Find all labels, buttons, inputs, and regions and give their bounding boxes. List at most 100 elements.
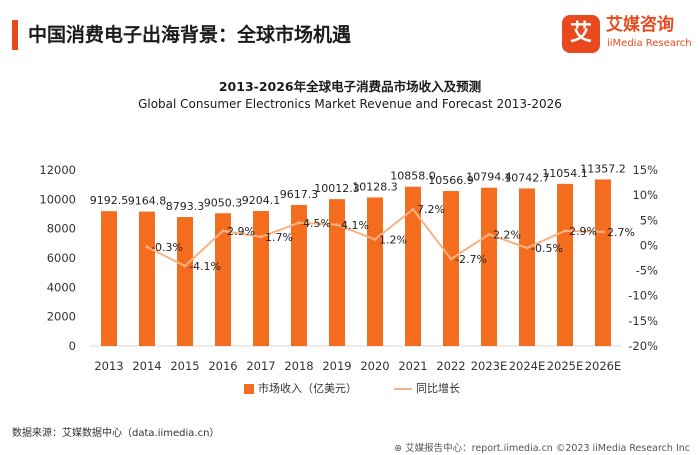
bar-value-label: 10128.3: [352, 180, 398, 193]
y-right-tick-label: 15%: [632, 163, 658, 177]
y-left-tick-label: 12000: [39, 163, 76, 177]
y-left-tick-label: 8000: [47, 222, 76, 236]
revenue-bar: [595, 179, 611, 346]
title-accent-bar: [12, 20, 18, 50]
brand-mark-icon: 艾: [562, 15, 600, 53]
chart-title: 2013-2026年全球电子消费品市场收入及预测: [218, 79, 482, 94]
x-tick-label: 2020: [360, 359, 389, 373]
legend-bar-swatch: [244, 384, 254, 394]
growth-value-label: 2.2%: [493, 228, 521, 241]
bar-value-label: 10794.4: [466, 171, 512, 184]
growth-point: [259, 235, 263, 239]
x-tick-label: 2015: [170, 359, 199, 373]
bar-value-label: 9050.3: [204, 196, 243, 209]
x-tick-label: 2014: [132, 359, 161, 373]
bar-value-label: 11357.2: [580, 162, 626, 175]
x-tick-label: 2019: [322, 359, 351, 373]
growth-point: [525, 246, 529, 250]
revenue-bar: [139, 211, 155, 346]
brand-logo: 艾 艾媒咨询 iiMedia Research: [562, 14, 692, 54]
legend-label-growth: 同比增长: [416, 382, 460, 395]
bar-value-label: 10566.9: [428, 174, 474, 187]
y-right-tick-label: -20%: [628, 339, 658, 353]
legend-line-swatch: [394, 388, 412, 390]
bar-value-label: 10742.7: [504, 171, 550, 184]
revenue-bar: [215, 213, 231, 346]
y-right-tick-label: -15%: [628, 314, 658, 328]
growth-point: [145, 245, 149, 249]
revenue-bar: [481, 187, 497, 346]
revenue-bar: [405, 186, 421, 346]
legend-item-growth: 同比增长: [394, 381, 460, 397]
growth-value-label: 4.5%: [303, 217, 331, 230]
x-tick-label: 2024E: [509, 359, 546, 373]
footer-note: ⊕ 艾媒报告中心：report.iimedia.cn ©2023 iiMedia …: [394, 440, 690, 454]
revenue-bar: [519, 188, 535, 346]
x-tick-label: 2013: [94, 359, 123, 373]
revenue-bar: [443, 191, 459, 346]
bar-value-label: 9192.5: [90, 194, 129, 207]
bar-value-label: 9164.8: [128, 195, 167, 208]
revenue-bar: [253, 211, 269, 346]
page-title: 中国消费电子出海背景：全球市场机遇: [28, 24, 352, 46]
growth-point: [411, 207, 415, 211]
growth-value-label: -0.5%: [531, 242, 563, 255]
revenue-bar: [557, 183, 573, 346]
growth-value-label: 2.9%: [227, 225, 255, 238]
growth-point: [601, 230, 605, 234]
growth-point: [221, 229, 225, 233]
data-source: 数据来源：艾媒数据中心（data.iimedia.cn）: [12, 428, 220, 439]
brand-subtitle: iiMedia Research: [607, 38, 692, 49]
y-left-tick-label: 2000: [47, 310, 76, 324]
growth-value-label: -0.3%: [151, 241, 183, 254]
bar-value-label: 10012.3: [314, 182, 360, 195]
x-tick-label: 2026E: [585, 359, 622, 373]
report-icon: ⊕: [394, 443, 403, 454]
y-left-tick-label: 0: [69, 339, 76, 353]
legend-item-revenue: 市场收入（亿美元）: [244, 381, 357, 397]
growth-value-label: -4.1%: [189, 260, 221, 273]
y-right-tick-label: 0%: [640, 238, 658, 252]
growth-value-label: 1.7%: [265, 231, 293, 244]
growth-value-label: 1.2%: [379, 233, 407, 246]
bar-value-label: 9617.3: [280, 188, 319, 201]
growth-value-label: 2.9%: [569, 225, 597, 238]
bar-value-label: 8793.3: [166, 200, 205, 213]
revenue-bar: [101, 211, 117, 346]
growth-value-label: -2.7%: [455, 253, 487, 266]
revenue-bar: [291, 204, 307, 346]
x-tick-label: 2021: [398, 359, 427, 373]
brand-name: 艾媒咨询: [606, 15, 674, 35]
growth-point: [373, 237, 377, 241]
y-right-tick-label: -5%: [636, 264, 658, 278]
growth-point: [335, 223, 339, 227]
growth-point: [563, 229, 567, 233]
x-tick-label: 2017: [246, 359, 275, 373]
growth-point: [297, 221, 301, 225]
growth-point: [449, 257, 453, 261]
y-right-tick-label: -10%: [628, 289, 658, 303]
x-tick-label: 2018: [284, 359, 313, 373]
x-tick-label: 2025E: [547, 359, 584, 373]
growth-value-label: 7.2%: [417, 203, 445, 216]
x-tick-label: 2022: [436, 359, 465, 373]
bar-value-label: 11054.1: [542, 167, 588, 180]
chart-subtitle: Global Consumer Electronics Market Reven…: [138, 97, 562, 111]
y-right-tick-label: 10%: [632, 188, 658, 202]
y-right-tick-label: 5%: [640, 213, 658, 227]
x-tick-label: 2023E: [471, 359, 508, 373]
legend-label-revenue: 市场收入（亿美元）: [258, 382, 357, 395]
bar-value-label: 9204.1: [242, 194, 281, 207]
growth-point: [487, 232, 491, 236]
revenue-bar: [177, 217, 193, 346]
growth-value-label: 4.1%: [341, 219, 369, 232]
y-left-tick-label: 10000: [39, 192, 76, 206]
x-tick-label: 2016: [208, 359, 237, 373]
bar-value-label: 10858.0: [390, 170, 436, 183]
footer-text: 艾媒报告中心：report.iimedia.cn ©2023 iiMedia R…: [405, 443, 690, 454]
y-left-tick-label: 4000: [47, 280, 76, 294]
y-left-tick-label: 6000: [47, 251, 76, 265]
revenue-bar: [329, 199, 345, 346]
revenue-bar: [367, 197, 383, 346]
